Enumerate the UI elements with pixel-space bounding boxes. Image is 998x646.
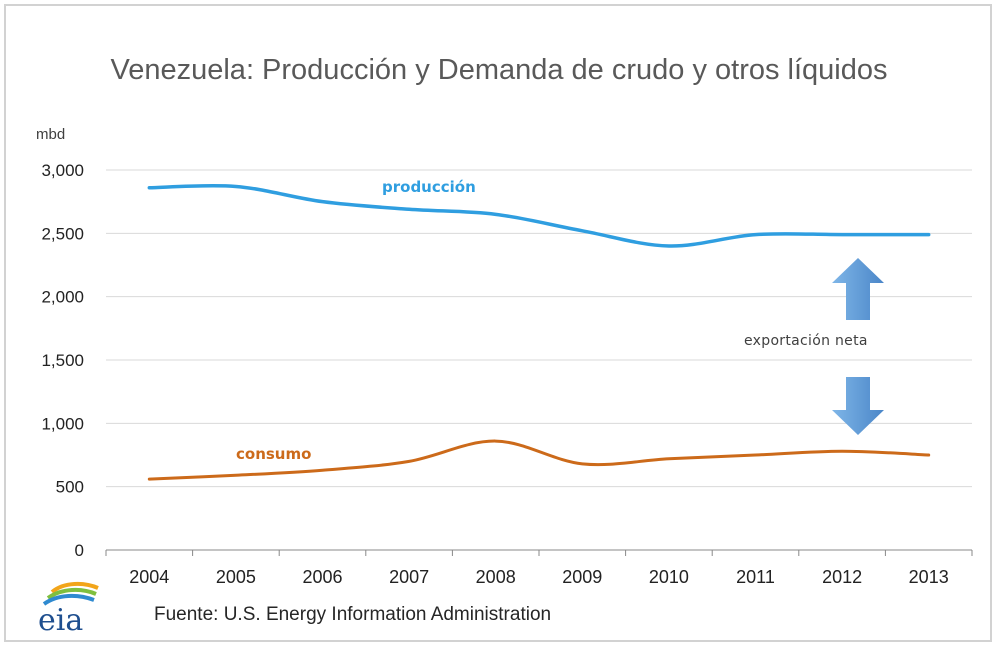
series-label-consumo: consumo bbox=[236, 445, 311, 463]
x-tick-label: 2013 bbox=[909, 567, 949, 587]
arrow-down-icon bbox=[832, 377, 884, 435]
series-line-consumo bbox=[147, 439, 931, 481]
y-tick-label: 1,000 bbox=[41, 414, 84, 433]
series-label-produccion: producción bbox=[382, 178, 476, 196]
svg-text:eia: eia bbox=[38, 603, 83, 636]
y-axis-ticks: 0 500 1,000 1,500 2,000 2,500 3,000 bbox=[41, 161, 84, 560]
x-tick-label: 2010 bbox=[649, 567, 689, 587]
net-export-annotation: exportación neta bbox=[744, 333, 868, 349]
grid-lines bbox=[106, 169, 972, 551]
series-line-produccion bbox=[147, 183, 931, 248]
x-axis-ticks: 2004 2005 2006 2007 2008 2009 2010 2011 2012 2013 bbox=[105, 550, 973, 587]
y-tick-label: 3,000 bbox=[41, 161, 84, 180]
chart-title: Venezuela: Producción y Demanda de crudo… bbox=[110, 54, 888, 86]
y-axis-unit-label: mbd bbox=[36, 126, 66, 143]
y-tick-label: 2,500 bbox=[41, 224, 84, 243]
eia-logo: eia bbox=[38, 581, 99, 636]
source-note: Fuente: U.S. Energy Information Administ… bbox=[154, 604, 552, 625]
x-tick-label: 2011 bbox=[736, 567, 775, 587]
x-tick-label: 2012 bbox=[822, 567, 862, 587]
x-tick-label: 2006 bbox=[302, 567, 342, 587]
y-tick-label: 2,000 bbox=[41, 288, 84, 307]
x-tick-label: 2008 bbox=[476, 567, 516, 587]
series-lines bbox=[147, 183, 931, 481]
x-tick-label: 2004 bbox=[129, 567, 169, 587]
arrow-up-icon bbox=[832, 258, 884, 320]
y-tick-label: 1,500 bbox=[41, 351, 84, 370]
y-tick-label: 500 bbox=[56, 478, 84, 497]
y-tick-label: 0 bbox=[75, 541, 84, 560]
x-tick-label: 2009 bbox=[562, 567, 602, 587]
x-tick-label: 2007 bbox=[389, 567, 429, 587]
chart-frame bbox=[4, 4, 992, 642]
x-tick-label: 2005 bbox=[216, 567, 256, 587]
